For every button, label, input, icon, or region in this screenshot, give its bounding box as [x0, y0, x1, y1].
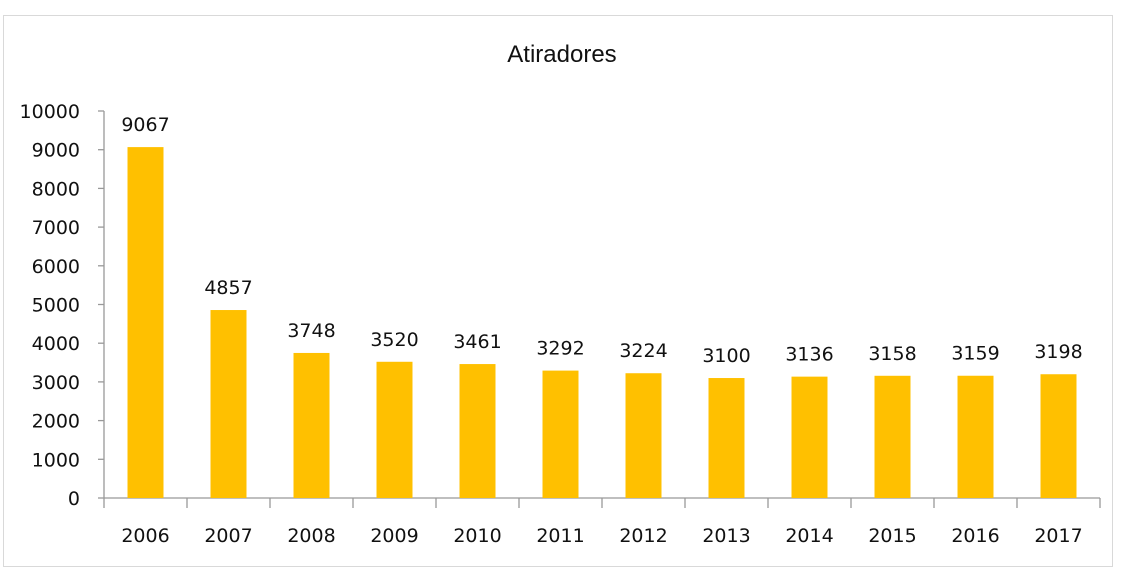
bar-2010: [459, 364, 496, 498]
x-tick-label: 2009: [370, 525, 418, 547]
x-tick-label: 2014: [785, 525, 833, 547]
x-tick-label: 2008: [287, 525, 335, 547]
data-label-2009: 3520: [370, 329, 418, 351]
y-tick-label: 7000: [32, 217, 80, 239]
bar-2009: [376, 361, 413, 498]
bar-2016: [957, 375, 994, 498]
bar-2007: [210, 310, 247, 498]
x-tick-label: 2011: [536, 525, 584, 547]
x-tick-label: 2013: [702, 525, 750, 547]
data-label-2007: 4857: [204, 277, 252, 299]
y-tick-label: 1000: [32, 449, 80, 471]
bars: [127, 147, 1077, 498]
y-tick-label: 0: [68, 488, 80, 510]
data-label-2014: 3136: [785, 344, 833, 366]
x-axis: 2006 2007 2008 2009 2010 2011 2012 2013 2014 2015…: [103, 497, 1101, 547]
bar-2013: [708, 378, 745, 498]
data-label-2015: 3158: [868, 343, 916, 365]
x-tick-label: 2012: [619, 525, 667, 547]
bar-2017: [1040, 374, 1077, 498]
data-label-2011: 3292: [536, 338, 584, 360]
bar-2008: [293, 352, 330, 498]
x-tick-label: 2017: [1034, 525, 1082, 547]
chart-title: Atiradores: [507, 41, 616, 68]
y-tick-label: 3000: [32, 372, 80, 394]
x-tick-label: 2015: [868, 525, 916, 547]
bar-2011: [542, 370, 579, 498]
data-label-2017: 3198: [1034, 341, 1082, 363]
data-label-2016: 3159: [951, 343, 999, 365]
x-tick-label: 2007: [204, 525, 252, 547]
data-label-2012: 3224: [619, 340, 667, 362]
data-label-2013: 3100: [702, 345, 750, 367]
y-axis: 0 1000 2000 3000 4000 5000 6000 7000 8000 9000 100…: [20, 101, 105, 510]
x-tick-label: 2006: [121, 525, 169, 547]
bar-2012: [625, 373, 662, 498]
x-tick-label: 2016: [951, 525, 999, 547]
data-label-2008: 3748: [287, 320, 335, 342]
x-tick-label: 2010: [453, 525, 501, 547]
y-tick-label: 2000: [32, 411, 80, 433]
bar-2015: [874, 375, 911, 498]
y-tick-label: 10000: [20, 101, 80, 123]
y-tick-label: 6000: [32, 256, 80, 278]
y-tick-label: 4000: [32, 333, 80, 355]
y-tick-label: 8000: [32, 178, 80, 200]
bar-2014: [791, 376, 828, 498]
y-tick-label: 9000: [32, 140, 80, 162]
data-label-2006: 9067: [121, 114, 169, 136]
data-label-2010: 3461: [453, 331, 501, 353]
data-labels: 9067 4857 3748 3520 3461 3292 3224 3100 3136 3158…: [121, 114, 1082, 367]
y-tick-label: 5000: [32, 295, 80, 317]
bar-2006: [127, 147, 164, 498]
